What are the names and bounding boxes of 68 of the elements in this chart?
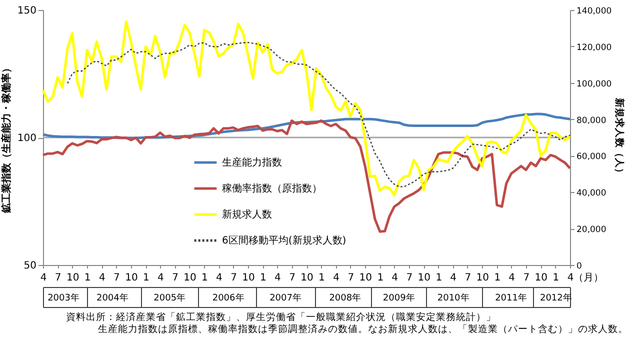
x-tick-label: 1	[377, 272, 384, 284]
x-tick-label: 4	[274, 272, 281, 284]
y2-tick-label: 140,000	[576, 6, 612, 16]
line-series	[42, 20, 572, 196]
x-tick-label: 4	[567, 272, 574, 284]
x-tick-label: 7	[172, 272, 178, 284]
y2-axis-title: 新規求人数（人）	[614, 97, 626, 178]
x-tick-label: 1	[552, 272, 560, 284]
y2-tick-label: 80,000	[576, 116, 606, 126]
x-tick-label: 10	[184, 272, 196, 284]
y2-tick-label: 120,000	[576, 42, 612, 53]
y-tick-label: 150	[17, 6, 36, 16]
x-tick-label: 10	[125, 272, 138, 284]
legend-label: 生産能力指数	[222, 156, 282, 168]
x-tick-label: 1	[84, 272, 91, 284]
x-tick-label: 10	[242, 272, 255, 284]
x2-tick-label: 2006年	[212, 292, 244, 304]
x-tick-label: 4	[508, 272, 516, 284]
y-tick-label: 50	[24, 260, 36, 272]
y2-tick-label: 0	[576, 262, 582, 272]
x-tick-label: 7	[230, 272, 237, 284]
x-tick-label: 4	[157, 272, 164, 284]
x-tick-label: 1	[202, 272, 208, 284]
x-tick-label: 4	[98, 272, 106, 284]
y2-tick-label: 40,000	[576, 188, 606, 199]
x-tick-label: 10	[300, 272, 314, 284]
line-series	[42, 119, 572, 233]
x2-tick-label: 2004年	[96, 292, 128, 304]
x-tick-label: 7	[523, 272, 530, 284]
x-axis-title: （月）	[574, 272, 604, 284]
x-tick-label: 1	[143, 272, 150, 284]
y2-tick-label: 60,000	[576, 152, 606, 162]
x-tick-label: 10	[359, 272, 372, 284]
x-tick-label: 4	[392, 272, 398, 284]
x-tick-label: 7	[54, 272, 62, 284]
x-tick-label: 4	[333, 272, 340, 284]
x2-tick-label: 2008年	[329, 292, 362, 304]
x-tick-label: 7	[406, 272, 413, 284]
text: 資料出所：経済産業省「鉱工業指数」、厚生労働省「一般職業紹介状況（職業安定業務統計）」	[66, 312, 496, 324]
x2-tick-label: 2009年	[382, 292, 415, 304]
x2-tick-label: 2010年	[437, 292, 470, 304]
x2-tick-label: 2011年	[495, 292, 527, 304]
y2-tick-label: 100,000	[576, 79, 612, 90]
x-tick-label: 7	[289, 272, 296, 284]
x-tick-label: 4	[450, 272, 457, 284]
x-tick-label: 10	[418, 272, 431, 284]
x-tick-label: 7	[114, 272, 120, 284]
x-tick-label: 1	[494, 272, 501, 284]
x-tick-label: 7	[348, 272, 354, 284]
x2-tick-label: 2007年	[270, 292, 302, 304]
x-tick-label: 10	[66, 272, 80, 284]
legend-label: 新規求人数	[222, 208, 272, 220]
x-tick-label: 7	[464, 272, 472, 284]
x-tick-label: 4	[40, 272, 47, 284]
x2-tick-label: 2003年	[48, 292, 80, 304]
x-tick-label: 10	[534, 272, 548, 284]
text: 生産能力指数は原指標、稼働率指数は季節調整済みの数値。なお新規求人数は、「製造業（パート含む）」の求人数。	[98, 324, 628, 336]
y-axis-title: 鉱工業指数（生産能力・稼働率）	[0, 63, 12, 214]
legend-label: 6区間移動平均(新規求人数)	[222, 234, 346, 246]
y-tick-label: 100	[17, 133, 36, 144]
x-tick-label: 4	[216, 272, 222, 284]
y2-tick-label: 20,000	[576, 225, 606, 236]
x-tick-label: 1	[260, 272, 266, 284]
x-tick-label: 1	[318, 272, 325, 284]
legend-label: 稼働率指数（原指数）	[222, 182, 322, 194]
x-tick-label: 10	[476, 272, 490, 284]
x2-tick-label: 2005年	[154, 292, 186, 304]
x-tick-label: 1	[436, 272, 442, 284]
